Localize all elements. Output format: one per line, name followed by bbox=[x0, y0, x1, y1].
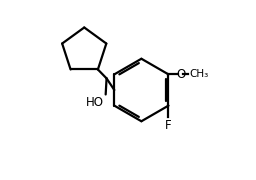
Text: HO: HO bbox=[86, 96, 104, 109]
Text: CH₃: CH₃ bbox=[189, 69, 208, 79]
Text: F: F bbox=[165, 119, 172, 132]
Text: O: O bbox=[176, 68, 185, 81]
